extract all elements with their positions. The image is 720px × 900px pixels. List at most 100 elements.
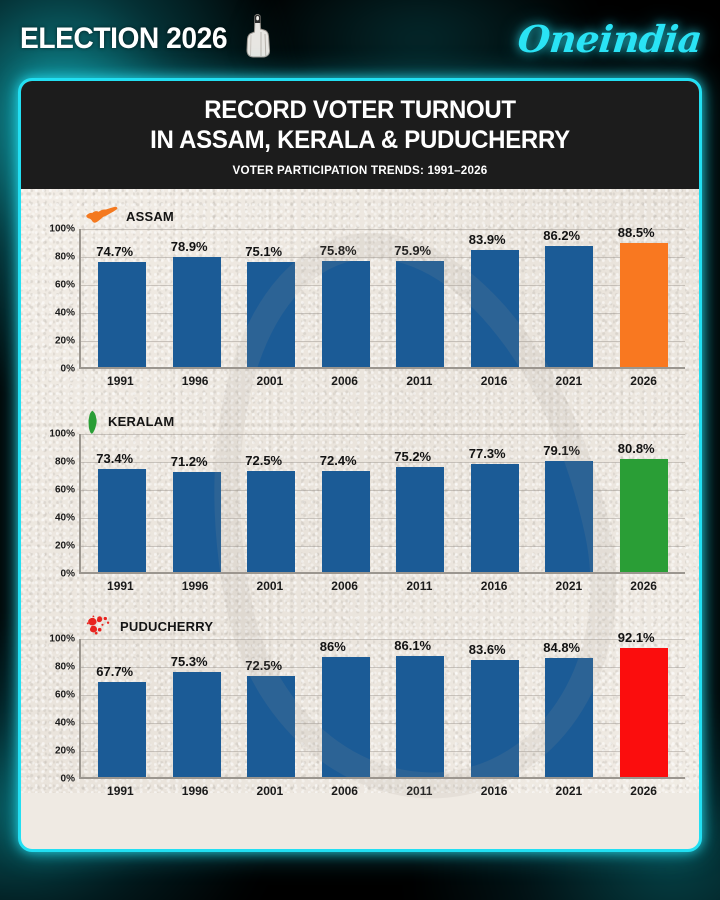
bar[interactable]: 83.9% xyxy=(469,232,519,367)
bar-item[interactable]: 77.3% xyxy=(467,434,523,572)
x-axis: 1991 1996 2001 2006 2011 2016 2021 2026 xyxy=(79,784,685,798)
x-tick-label: 2001 xyxy=(256,784,284,798)
y-tick-label: 60% xyxy=(54,279,75,291)
charts-container: ASSAM 100% 80% 60% 40% 20% 0% 74.7% 78.9% 75.1% 75… xyxy=(21,189,699,798)
bar[interactable]: 72.5% xyxy=(245,658,296,777)
bar-value-label: 72.4% xyxy=(319,452,357,468)
bar[interactable]: 80.8% xyxy=(618,441,668,572)
bar[interactable]: 86.1% xyxy=(394,638,445,777)
bar-item[interactable]: 92.1% xyxy=(616,630,672,777)
bar-item[interactable]: 72.5% xyxy=(243,434,299,572)
state-heading: KERALAM xyxy=(35,408,685,434)
bar-item[interactable]: 78.9% xyxy=(169,229,225,367)
bar-value-label: 86.2% xyxy=(543,228,581,244)
bar[interactable]: 75.3% xyxy=(171,654,221,777)
x-tick-label: 2021 xyxy=(555,579,583,593)
bar-item[interactable]: 86% xyxy=(318,639,374,777)
bar-item[interactable]: 83.9% xyxy=(467,229,523,367)
x-axis: 1991 1996 2001 2006 2011 2016 2021 2026 xyxy=(79,374,685,388)
headline-line-1: RECORD VOTER TURNOUT xyxy=(204,96,516,124)
bar-item[interactable]: 72.4% xyxy=(318,434,374,572)
inked-finger-icon xyxy=(246,14,271,58)
bar-value-label: 78.9% xyxy=(170,238,208,254)
bar-item[interactable]: 75.3% xyxy=(169,639,225,777)
bar-item[interactable]: 75.1% xyxy=(243,229,299,367)
bar-value-label: 80.8% xyxy=(617,440,655,456)
x-axis: 1991 1996 2001 2006 2011 2016 2021 2026 xyxy=(79,579,685,593)
x-tick-label: 2026 xyxy=(630,579,657,593)
charts-panel: ASSAM 100% 80% 60% 40% 20% 0% 74.7% 78.9% 75.1% 75… xyxy=(21,189,699,798)
x-tick-label: 2006 xyxy=(331,784,358,798)
bar-value-label: 84.8% xyxy=(543,640,581,656)
bar[interactable]: 77.3% xyxy=(469,446,519,572)
bar-item[interactable]: 75.9% xyxy=(392,229,448,367)
x-tick-label: 1996 xyxy=(181,374,209,388)
bar-item[interactable]: 79.1% xyxy=(541,434,597,572)
state-heading: ASSAM xyxy=(35,203,685,229)
puducherry-map-icon xyxy=(85,615,113,637)
bar-item[interactable]: 88.5% xyxy=(616,225,672,367)
bar-item[interactable]: 86.2% xyxy=(541,228,597,367)
x-tick-label: 1991 xyxy=(107,579,134,593)
plot-area: 74.7% 78.9% 75.1% 75.8% 75.9% 83.9% 86.2% 88.5% xyxy=(79,225,685,369)
x-tick-label: 2026 xyxy=(630,784,657,798)
y-axis: 100% 80% 60% 40% 20% 0% xyxy=(35,634,79,785)
bar[interactable]: 79.1% xyxy=(543,443,594,572)
bar-item[interactable]: 84.8% xyxy=(541,639,597,777)
bar[interactable]: 83.6% xyxy=(469,642,519,777)
bar[interactable]: 84.8% xyxy=(543,640,594,777)
bar[interactable]: 92.1% xyxy=(618,630,668,777)
bar[interactable]: 88.5% xyxy=(618,225,668,367)
y-tick-label: 100% xyxy=(49,428,75,440)
bar[interactable]: 72.4% xyxy=(320,453,370,572)
state-name-label: ASSAM xyxy=(126,208,174,224)
oneindia-logo: Oneindia xyxy=(516,17,705,61)
y-tick-label: 20% xyxy=(54,335,75,347)
headline-line-2: IN ASSAM, KERALA & PUDUCHERRY xyxy=(150,126,570,154)
bar[interactable]: 75.2% xyxy=(394,449,445,572)
bar-value-label: 72.5% xyxy=(245,657,283,673)
bar-item[interactable]: 71.2% xyxy=(169,434,225,572)
bar-item[interactable]: 80.8% xyxy=(616,434,672,572)
bar[interactable]: 86% xyxy=(320,639,370,777)
bar[interactable]: 75.1% xyxy=(245,244,296,367)
bar-item[interactable]: 72.5% xyxy=(243,639,299,777)
bar-item[interactable]: 73.4% xyxy=(94,434,150,572)
bar-value-label: 74.7% xyxy=(96,244,134,260)
bar-item[interactable]: 86.1% xyxy=(392,638,448,777)
x-tick-label: 2001 xyxy=(256,374,284,388)
bar-value-label: 75.1% xyxy=(245,243,283,259)
x-tick-label: 2026 xyxy=(630,374,657,388)
bar[interactable]: 71.2% xyxy=(171,454,221,572)
bar-item[interactable]: 83.6% xyxy=(467,639,523,777)
bar[interactable]: 67.7% xyxy=(96,664,147,777)
state-name-label: PUDUCHERRY xyxy=(120,618,214,634)
bar[interactable]: 75.9% xyxy=(394,243,445,367)
x-tick-label: 2016 xyxy=(480,374,508,388)
y-tick-label: 80% xyxy=(54,251,75,263)
bar-item[interactable]: 75.2% xyxy=(392,434,448,572)
bar[interactable]: 75.8% xyxy=(320,243,370,367)
bar-value-label: 88.5% xyxy=(617,225,655,241)
bar-item[interactable]: 74.7% xyxy=(94,229,150,367)
y-tick-label: 80% xyxy=(54,661,75,673)
bar-value-label: 83.9% xyxy=(468,231,506,247)
bar[interactable]: 72.5% xyxy=(245,453,296,572)
bar[interactable]: 86.2% xyxy=(543,228,594,367)
x-tick-label: 2006 xyxy=(331,579,358,593)
bar-item[interactable]: 75.8% xyxy=(318,229,374,367)
bar-value-label: 71.2% xyxy=(170,454,208,470)
bar-group: 74.7% 78.9% 75.1% 75.8% 75.9% 83.9% 86.2% 88.5% xyxy=(81,225,685,367)
bar-value-label: 75.8% xyxy=(319,242,357,258)
bar-value-label: 79.1% xyxy=(543,443,581,459)
plot-area: 73.4% 71.2% 72.5% 72.4% 75.2% 77.3% 79.1% 80.8% xyxy=(79,434,685,574)
headline-subtitle: VOTER PARTICIPATION TRENDS: 1991–2026 xyxy=(232,163,488,177)
x-tick-label: 2011 xyxy=(406,579,433,593)
bar[interactable]: 78.9% xyxy=(171,239,221,367)
bar[interactable]: 73.4% xyxy=(96,451,147,572)
infographic-card: RECORD VOTER TURNOUT IN ASSAM, KERALA & … xyxy=(18,78,702,852)
bar-item[interactable]: 67.7% xyxy=(94,639,150,777)
bar-value-label: 75.3% xyxy=(170,653,208,669)
bar[interactable]: 74.7% xyxy=(96,244,147,367)
bar-value-label: 92.1% xyxy=(617,630,655,646)
